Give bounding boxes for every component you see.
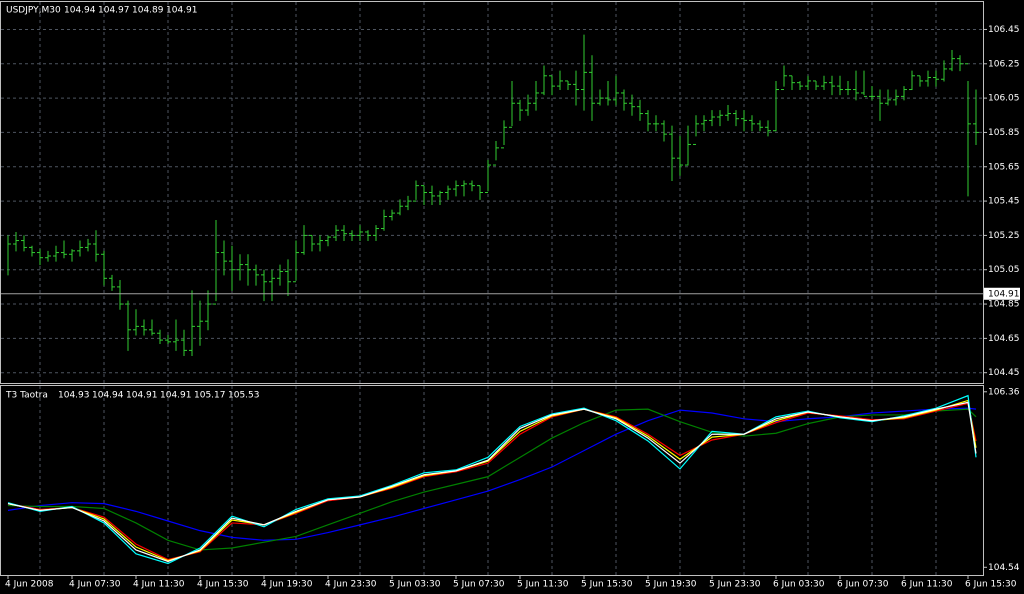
x-tick-label: 5 Jun 23:30 xyxy=(709,580,761,590)
y-tick-label: 104.85 xyxy=(988,300,1020,310)
indicator-value: 105.53 xyxy=(228,391,260,401)
y-tick-label: 105.65 xyxy=(988,162,1020,172)
grid xyxy=(1,2,983,575)
x-tick-label: 6 Jun 11:30 xyxy=(901,580,953,590)
y-tick-label: 106.36 xyxy=(988,387,1020,397)
y-tick-label: 105.25 xyxy=(988,231,1020,241)
last-bar-value: 104.91 xyxy=(166,6,198,16)
plot xyxy=(1,34,983,565)
indicator-value: 104.91 xyxy=(160,391,192,401)
x-tick-label: 6 Jun 03:30 xyxy=(773,580,825,590)
y-tick-label: 105.05 xyxy=(988,265,1020,275)
x-tick-label: 4 Jun 07:30 xyxy=(69,580,121,590)
main-panel-frame xyxy=(0,1,984,384)
y-tick-label: 106.25 xyxy=(988,59,1020,69)
x-tick-label: 5 Jun 15:30 xyxy=(581,580,633,590)
last-bar-value: 104.89 xyxy=(132,6,164,16)
symbol-title: USDJPY,M30 xyxy=(6,6,61,16)
x-tick-label: 5 Jun 11:30 xyxy=(517,580,569,590)
labels: USDJPY,M30 104.94 104.97 104.89 104.91106.45… xyxy=(5,6,1020,590)
x-tick-label: 4 Jun 11:30 xyxy=(133,580,185,590)
indicator-value: 104.93 xyxy=(58,391,90,401)
last-bar-value: 104.97 xyxy=(98,6,130,16)
indicator-line xyxy=(7,402,977,561)
y-tick-label: 105.85 xyxy=(988,128,1020,138)
x-tick-label: 4 Jun 19:30 xyxy=(261,580,313,590)
y-tick-label: 104.45 xyxy=(988,368,1020,378)
current-price-box xyxy=(984,287,1020,300)
x-tick-label: 6 Jun 15:30 xyxy=(965,580,1017,590)
x-tick-label: 4 Jun 23:30 xyxy=(325,580,377,590)
indicator-line xyxy=(7,401,977,563)
x-tick-label: 5 Jun 07:30 xyxy=(453,580,505,590)
indicator-panel-frame xyxy=(0,385,984,576)
indicator-value: 104.94 xyxy=(92,391,124,401)
indicator-value: 104.91 xyxy=(126,391,158,401)
y-tick-label: 106.05 xyxy=(988,94,1020,104)
current-price-label: 104.91 xyxy=(988,289,1020,299)
x-tick-label: 6 Jun 07:30 xyxy=(837,580,889,590)
indicator-line xyxy=(7,394,977,565)
x-tick-label: 4 Jun 15:30 xyxy=(197,580,249,590)
x-tick-label: 4 Jun 2008 xyxy=(5,580,54,590)
indicator-line xyxy=(7,399,977,562)
x-tick-label: 5 Jun 19:30 xyxy=(645,580,697,590)
indicator-line xyxy=(7,408,977,551)
y-tick-label: 106.45 xyxy=(988,25,1020,35)
indicator-value: 105.17 xyxy=(194,391,226,401)
indicator-title: T3 Taotra xyxy=(5,391,48,401)
x-tick-label: 5 Jun 03:30 xyxy=(389,580,441,590)
y-tick-label: 104.54 xyxy=(988,563,1020,573)
y-tick-label: 105.45 xyxy=(988,197,1020,207)
last-bar-value: 104.94 xyxy=(64,6,96,16)
y-tick-label: 104.65 xyxy=(988,334,1020,344)
